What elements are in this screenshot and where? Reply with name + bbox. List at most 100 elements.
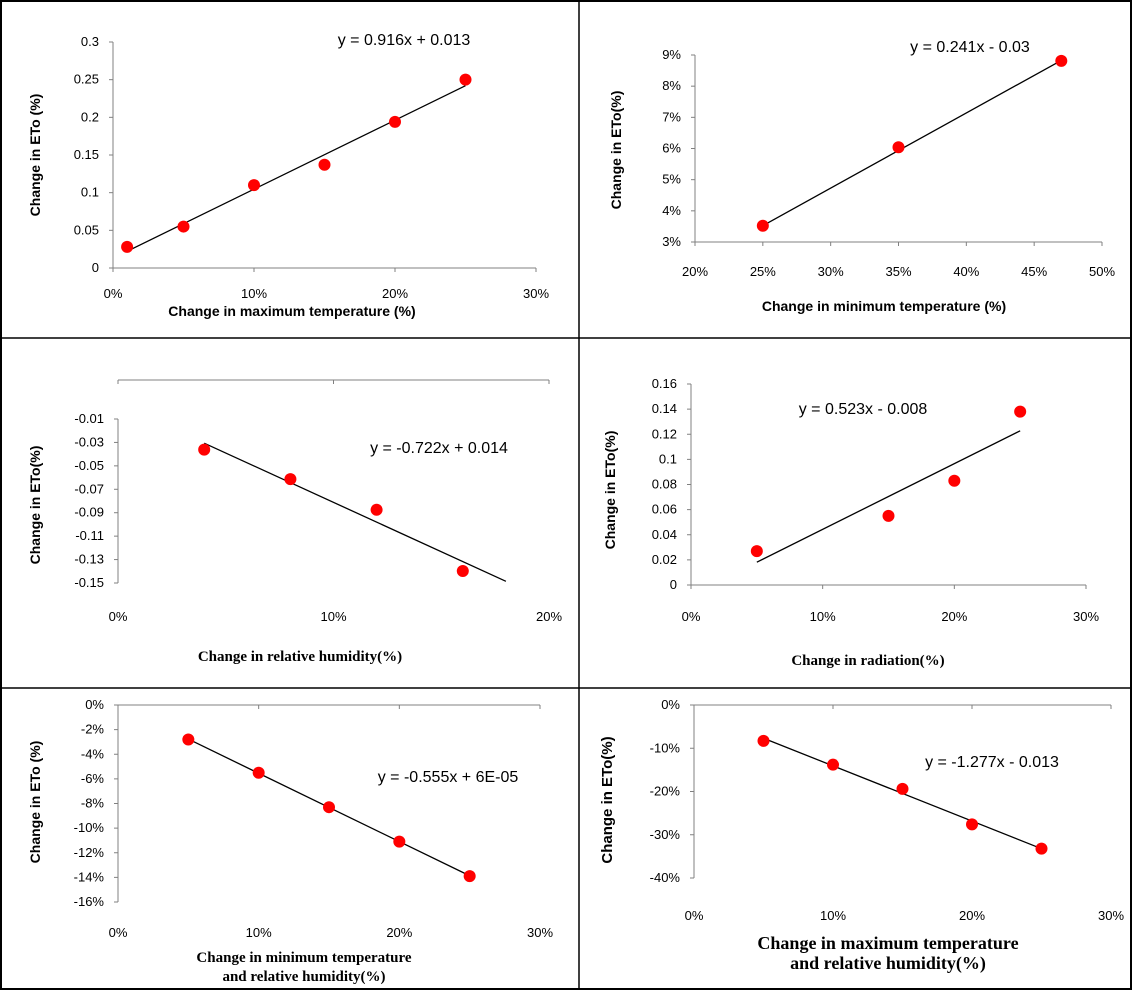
y-tick-label: -30% [650,827,681,842]
y-tick-label: -14% [74,869,105,884]
y-axis-title: Change in ETo(%) [599,736,616,863]
chart-panel-1: 0 0.05 0.1 0.15 0.2 0.25 0.3 0% 10% 20% 30% y = 0.9… [27,32,549,319]
x-tick-label: 0% [685,908,704,923]
chart-panel-4: 0 0.02 0.04 0.06 0.08 0.1 0.12 0.14 0.16 0% 10% 20%… [602,376,1099,669]
x-axis-title-line: and relative humidity(%) [222,969,385,985]
trendline-equation: y = 0.241x - 0.03 [910,39,1030,56]
y-tick-label: 9% [662,47,681,62]
y-tick-label: 0.14 [652,401,677,416]
x-tick-label: 20% [959,908,985,923]
y-tick-label: -0.13 [74,552,104,567]
data-point [966,818,978,831]
x-axis-title: Change in maximum temperature (%) [168,303,415,319]
x-tick-label: 20% [536,609,562,624]
x-tick-label: 30% [1073,609,1099,624]
y-tick-label: -2% [81,722,105,737]
y-tick-label: -20% [650,784,681,799]
x-axis-title: Change in minimum temperature (%) [762,298,1006,314]
y-tick-label: 0.16 [652,376,677,391]
y-tick-label: 0.02 [652,552,677,567]
x-tick-label: 10% [810,609,836,624]
y-tick-label: 0.05 [74,222,99,237]
y-tick-label: 0 [670,577,677,592]
x-tick-label: 20% [382,286,408,301]
x-tick-label: 25% [750,264,776,279]
y-tick-label: 0.1 [81,185,99,200]
x-tick-label: 20% [386,925,412,940]
data-point [370,503,383,516]
x-tick-label: 30% [1098,908,1124,923]
data-point [252,766,265,779]
y-tick-label: 0.3 [81,34,99,49]
y-axis-title: Change in ETo(%) [27,446,43,565]
y-axis-title: Change in ETo(%) [608,91,624,210]
x-tick-label: 45% [1021,264,1047,279]
x-tick-label: 0% [104,286,123,301]
data-point [948,474,961,487]
x-tick-label: 0% [682,609,701,624]
x-axis-title-line: Change in minimum temperature [196,950,411,966]
data-point [456,564,469,577]
data-point [750,545,763,558]
y-tick-label: -0.15 [74,575,104,590]
data-point [882,509,895,522]
data-point [318,158,331,171]
data-point [892,141,905,154]
data-point [827,758,839,771]
data-point [756,219,769,232]
x-tick-label: 40% [953,264,979,279]
x-axis-title-line: Change in maximum temperature [757,933,1018,953]
x-tick-label: 10% [241,286,267,301]
x-tick-label: 10% [820,908,846,923]
y-tick-label: 0% [85,697,104,712]
x-tick-label: 0% [109,925,128,940]
y-tick-label: 3% [662,234,681,249]
y-tick-label: -6% [81,771,105,786]
trendline-equation: y = 0.916x + 0.013 [338,32,471,49]
x-tick-label: 10% [246,925,272,940]
data-point [1035,842,1048,855]
y-tick-label: 0.25 [74,72,99,87]
trendline-equation: y = 0.523x - 0.008 [799,401,928,418]
y-tick-label: 8% [662,78,681,93]
y-tick-label: -8% [81,796,105,811]
data-point [1055,54,1068,67]
data-point [182,733,195,746]
chart-panel-6: 0% -10% -20% -30% -40% 0% 10% 20% 30% y = -1.277x… [599,697,1124,974]
data-point [284,473,297,486]
data-point [1014,405,1027,418]
y-tick-label: -0.07 [74,481,104,496]
y-tick-label: -4% [81,746,105,761]
y-tick-label: -0.05 [74,458,104,473]
y-tick-label: 5% [662,172,681,187]
y-tick-label: 7% [662,109,681,124]
y-axis-title: Change in ETo (%) [27,94,43,217]
data-point [896,782,909,795]
x-tick-label: 30% [818,264,844,279]
y-tick-label: 4% [662,203,681,218]
y-tick-label: -0.09 [74,505,104,520]
x-axis-title-line: and relative humidity(%) [790,953,986,974]
y-tick-label: -40% [650,870,681,885]
trendline-equation: y = -0.722x + 0.014 [370,440,508,457]
y-tick-label: 0.1 [659,451,677,466]
trendline [762,59,1062,227]
x-tick-label: 30% [527,925,553,940]
data-point [248,179,260,192]
data-point [323,801,335,814]
trendline [756,430,1021,563]
data-point [389,115,401,128]
data-point [198,443,211,456]
y-tick-label: -10% [650,740,681,755]
x-tick-label: 35% [885,264,911,279]
y-tick-label: 0.06 [652,502,677,517]
data-point [121,240,134,253]
x-axis-title: Change in relative humidity(%) [198,649,402,665]
x-tick-label: 30% [523,286,549,301]
y-tick-label: 0.2 [81,109,99,124]
x-tick-label: 0% [109,609,128,624]
x-tick-label: 20% [682,264,708,279]
y-tick-label: 0 [92,260,99,275]
